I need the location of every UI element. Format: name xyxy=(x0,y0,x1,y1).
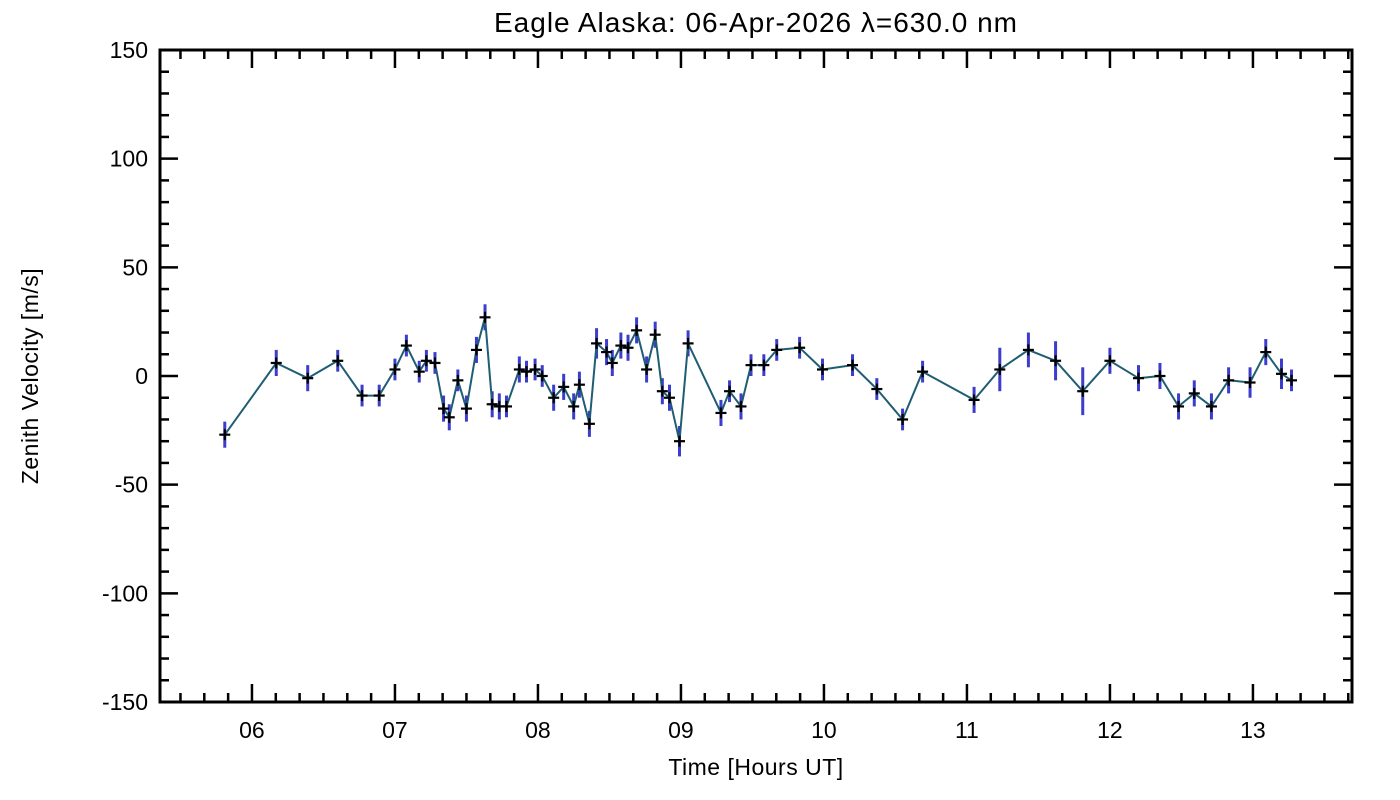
plus-marker xyxy=(302,372,314,384)
y-tick-label: -100 xyxy=(102,580,148,606)
plus-marker xyxy=(413,366,425,378)
plus-marker xyxy=(1173,400,1185,412)
plus-marker xyxy=(715,407,727,419)
plot-frame xyxy=(158,48,1354,704)
data-line xyxy=(223,316,1293,443)
plus-marker xyxy=(573,379,585,391)
plus-marker xyxy=(219,429,231,441)
plus-marker xyxy=(548,392,560,404)
plus-marker xyxy=(1188,387,1200,399)
plus-marker xyxy=(1154,370,1166,382)
tick-labels: 06 07 08 09 10 11 12 13 150 100 50 0 -50 -100 -150 xyxy=(102,37,1266,743)
plus-marker xyxy=(568,400,580,412)
data-markers xyxy=(219,311,1298,447)
plus-marker xyxy=(470,344,482,356)
plus-marker xyxy=(794,342,806,354)
plus-marker xyxy=(400,340,412,352)
x-axis-title: Time [Hours UT] xyxy=(668,754,843,780)
plus-marker xyxy=(968,394,980,406)
plus-marker xyxy=(917,366,929,378)
plus-marker xyxy=(583,418,595,430)
plus-marker xyxy=(1276,368,1288,380)
plus-marker xyxy=(673,435,685,447)
x-tick-label: 13 xyxy=(1240,717,1266,743)
plus-marker xyxy=(622,342,634,354)
plus-marker xyxy=(897,413,909,425)
plus-marker xyxy=(601,346,613,358)
chart-title: Eagle Alaska: 06-Apr-2026 λ=630.0 nm xyxy=(494,7,1018,38)
plus-marker xyxy=(389,363,401,375)
plus-marker xyxy=(420,355,432,367)
y-tick-label: -50 xyxy=(115,472,148,498)
plus-marker xyxy=(724,385,736,397)
plus-marker xyxy=(373,390,385,402)
plus-marker xyxy=(558,381,570,393)
plus-marker xyxy=(1104,355,1116,367)
plus-marker xyxy=(1205,400,1217,412)
plus-marker xyxy=(529,363,541,375)
plus-marker xyxy=(1022,344,1034,356)
plus-marker xyxy=(1244,377,1256,389)
plus-marker xyxy=(641,363,653,375)
y-tick-label: 50 xyxy=(122,254,148,280)
x-tick-label: 08 xyxy=(525,717,551,743)
plus-marker xyxy=(500,400,512,412)
plus-marker xyxy=(443,411,455,423)
plus-marker xyxy=(1223,374,1235,386)
plus-marker xyxy=(479,311,491,323)
plus-marker xyxy=(771,344,783,356)
plus-marker xyxy=(682,337,694,349)
axes xyxy=(158,48,1354,704)
plus-marker xyxy=(1286,374,1298,386)
plus-marker xyxy=(735,400,747,412)
plus-marker xyxy=(1077,385,1089,397)
x-tick-label: 06 xyxy=(239,717,265,743)
plus-marker xyxy=(816,363,828,375)
velocity-line xyxy=(223,316,1293,443)
x-tick-label: 12 xyxy=(1097,717,1123,743)
x-tick-label: 10 xyxy=(811,717,837,743)
plus-marker xyxy=(606,357,618,369)
plus-marker xyxy=(536,370,548,382)
plus-marker xyxy=(452,374,464,386)
plus-marker xyxy=(460,403,472,415)
plus-marker xyxy=(356,390,368,402)
plus-marker xyxy=(332,355,344,367)
plus-marker xyxy=(758,359,770,371)
plus-marker xyxy=(994,363,1006,375)
plus-marker xyxy=(631,324,643,336)
plus-marker xyxy=(438,403,450,415)
y-tick-label: 100 xyxy=(110,146,148,172)
plus-marker xyxy=(520,366,532,378)
plus-marker xyxy=(591,337,603,349)
plus-marker xyxy=(513,363,525,375)
plus-marker xyxy=(745,359,757,371)
plus-marker xyxy=(649,329,661,341)
error-bars xyxy=(223,304,1294,457)
x-tick-label: 07 xyxy=(382,717,408,743)
plus-marker xyxy=(1260,346,1272,358)
plus-marker xyxy=(847,359,859,371)
y-tick-label: 150 xyxy=(110,37,148,63)
x-tick-label: 11 xyxy=(955,717,979,743)
plus-marker xyxy=(871,383,883,395)
plus-marker xyxy=(486,398,498,410)
plus-marker xyxy=(615,340,627,352)
plus-marker xyxy=(656,385,668,397)
plus-marker xyxy=(270,357,282,369)
plus-marker xyxy=(429,357,441,369)
y-tick-label: 0 xyxy=(135,363,148,389)
y-axis-title: Zenith Velocity [m/s] xyxy=(17,268,43,484)
plus-marker xyxy=(663,392,675,404)
plus-marker xyxy=(1050,355,1062,367)
y-tick-label: -150 xyxy=(102,689,148,715)
x-tick-label: 09 xyxy=(668,717,694,743)
plus-marker xyxy=(1133,372,1145,384)
